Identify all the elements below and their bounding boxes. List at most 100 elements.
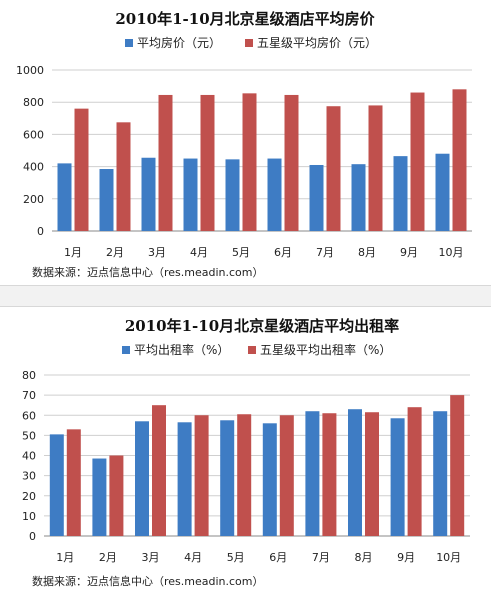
bar-series-1 <box>435 153 450 231</box>
source-note: 数据来源：迈点信息中心（res.meadin.com） <box>32 265 264 279</box>
bar-series-1 <box>351 164 366 231</box>
legend-label-series-2: 五星级平均房价（元） <box>257 35 377 50</box>
bar-series-1 <box>135 421 149 536</box>
bar-series-1 <box>433 411 448 536</box>
bar-series-1 <box>390 418 405 536</box>
bar-series-2 <box>74 108 89 231</box>
y-tick-label: 0 <box>37 225 44 238</box>
bar-series-2 <box>326 106 341 231</box>
price-chart: 2010年1-10月北京星级酒店平均房价 平均房价（元） 五星级平均房价（元） … <box>16 10 472 279</box>
bar-series-1 <box>309 164 324 231</box>
y-tick-label: 50 <box>22 429 36 442</box>
bar-series-1 <box>49 434 64 536</box>
bar-series-2 <box>407 407 422 536</box>
y-tick-label: 0 <box>29 530 36 543</box>
y-tick-label: 1000 <box>16 64 44 77</box>
x-tick-label: 1月 <box>64 246 82 259</box>
y-tick-label: 800 <box>23 96 44 109</box>
y-axis: 0 10 20 30 40 50 60 70 80 <box>22 369 36 543</box>
bar-series-2 <box>194 415 209 536</box>
bar-series-2 <box>237 414 252 536</box>
x-tick-label: 8月 <box>355 551 373 564</box>
occupancy-chart-panel: 2010年1-10月北京星级酒店平均出租率 平均出租率（%） 五星级平均出租率（… <box>0 307 491 594</box>
bars <box>57 89 467 231</box>
legend-label-series-1: 平均出租率（%） <box>134 342 229 357</box>
x-tick-label: 5月 <box>232 246 250 259</box>
x-tick-label: 5月 <box>227 551 245 564</box>
bar-series-1 <box>393 156 408 231</box>
bar-series-1 <box>267 158 282 231</box>
x-axis: 1月 2月 3月 4月 5月 6月 7月 8月 9月 10月 <box>64 246 464 259</box>
bar-series-1 <box>177 422 192 536</box>
x-tick-label: 10月 <box>439 246 464 259</box>
y-tick-label: 400 <box>23 161 44 174</box>
bar-series-1 <box>57 163 72 231</box>
x-tick-label: 4月 <box>184 551 202 564</box>
legend-swatch-series-1 <box>122 346 130 354</box>
bar-series-1 <box>92 458 107 536</box>
bar-series-2 <box>450 395 465 536</box>
legend-label-series-2: 五星级平均出租率（%） <box>260 342 391 357</box>
y-tick-label: 20 <box>22 490 36 503</box>
bar-series-1 <box>348 409 362 536</box>
legend-label-series-1: 平均房价（元） <box>137 35 221 50</box>
chart-title: 2010年1-10月北京星级酒店平均房价 <box>115 10 375 28</box>
bar-series-2 <box>279 415 294 536</box>
x-tick-label: 9月 <box>397 551 415 564</box>
x-tick-label: 3月 <box>148 246 166 259</box>
source-note: 数据来源：迈点信息中心（res.meadin.com） <box>32 574 264 588</box>
x-axis: 1月 2月 3月 4月 5月 6月 7月 8月 9月 10月 <box>56 551 461 564</box>
bar-series-2 <box>158 94 173 231</box>
grid <box>44 374 470 537</box>
bar-series-2 <box>322 413 337 536</box>
x-tick-label: 1月 <box>56 551 74 564</box>
y-tick-label: 60 <box>22 409 36 422</box>
x-tick-label: 3月 <box>142 551 160 564</box>
bar-series-2 <box>200 94 215 231</box>
x-tick-label: 2月 <box>99 551 117 564</box>
bar-series-2 <box>365 412 379 536</box>
bar-series-1 <box>262 423 277 536</box>
x-tick-label: 7月 <box>312 551 330 564</box>
section-divider <box>0 286 491 307</box>
legend: 平均房价（元） 五星级平均房价（元） <box>125 35 377 50</box>
bar-series-2 <box>410 92 425 231</box>
x-tick-label: 9月 <box>400 246 418 259</box>
y-tick-label: 600 <box>23 128 44 141</box>
bar-series-2 <box>116 122 131 231</box>
bar-series-1 <box>305 411 320 536</box>
bar-series-1 <box>141 157 156 231</box>
legend: 平均出租率（%） 五星级平均出租率（%） <box>122 342 391 357</box>
y-tick-label: 70 <box>22 389 36 402</box>
legend-swatch-series-2 <box>248 346 256 354</box>
x-tick-label: 4月 <box>190 246 208 259</box>
bar-series-1 <box>225 159 240 231</box>
y-tick-label: 80 <box>22 369 36 382</box>
bar-series-1 <box>183 158 198 231</box>
x-tick-label: 10月 <box>436 551 461 564</box>
bar-series-2 <box>109 455 124 536</box>
bar-series-2 <box>242 93 257 231</box>
bar-series-2 <box>368 105 383 231</box>
x-tick-label: 7月 <box>316 246 334 259</box>
y-tick-label: 200 <box>23 193 44 206</box>
y-tick-label: 30 <box>22 470 36 483</box>
bar-series-2 <box>284 94 299 231</box>
y-tick-label: 40 <box>22 450 36 463</box>
price-chart-panel: 2010年1-10月北京星级酒店平均房价 平均房价（元） 五星级平均房价（元） … <box>0 0 491 286</box>
bar-series-1 <box>220 420 235 536</box>
x-tick-label: 8月 <box>358 246 376 259</box>
y-axis: 0 200 400 600 800 1000 <box>16 64 44 238</box>
x-tick-label: 6月 <box>274 246 292 259</box>
x-tick-label: 6月 <box>269 551 287 564</box>
y-tick-label: 10 <box>22 510 36 523</box>
bar-series-2 <box>452 89 467 231</box>
legend-swatch-series-2 <box>245 39 253 47</box>
chart-title: 2010年1-10月北京星级酒店平均出租率 <box>125 317 399 335</box>
bars <box>49 395 465 536</box>
bar-series-2 <box>152 405 166 536</box>
legend-swatch-series-1 <box>125 39 133 47</box>
bar-series-1 <box>99 169 114 231</box>
occupancy-chart: 2010年1-10月北京星级酒店平均出租率 平均出租率（%） 五星级平均出租率（… <box>22 317 470 588</box>
grid <box>52 69 472 232</box>
